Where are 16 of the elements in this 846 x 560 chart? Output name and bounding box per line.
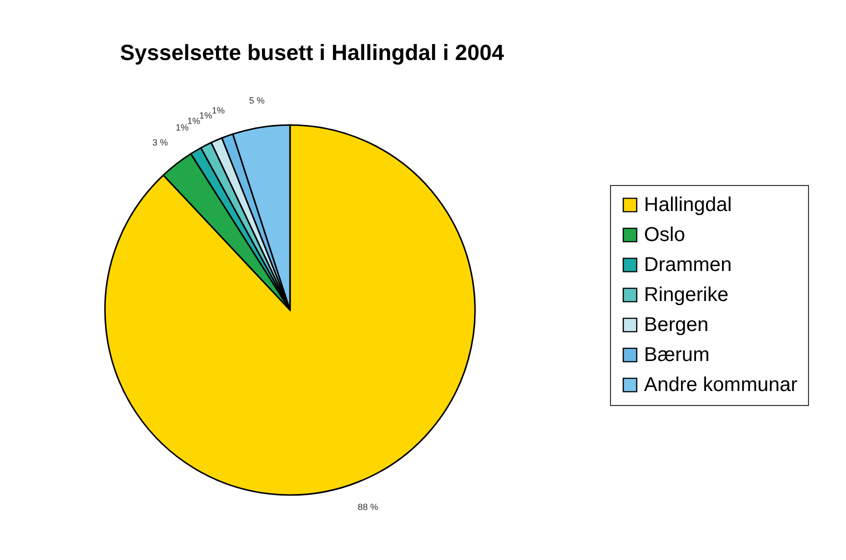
legend-label: Ringerike <box>644 284 728 306</box>
data-label: 1% <box>199 110 212 120</box>
data-label: 3 % <box>152 137 168 148</box>
legend-label: Andre kommunar <box>644 374 798 396</box>
legend-label: Bergen <box>644 314 708 336</box>
data-label: 1% <box>212 106 225 116</box>
legend-label: Drammen <box>644 254 732 276</box>
data-label: 88 % <box>358 502 378 512</box>
data-label: 5 % <box>249 96 265 106</box>
pie-slice <box>104 124 476 496</box>
legend-label: Oslo <box>644 224 686 246</box>
legend-label: Hallingdal <box>644 194 732 216</box>
chart-title: Sysselsette busett i Hallingdal i 2004 <box>120 40 505 65</box>
data-label: 1% <box>187 116 200 126</box>
data-label: 1% <box>176 122 189 133</box>
legend-label: Bærum <box>644 344 710 366</box>
